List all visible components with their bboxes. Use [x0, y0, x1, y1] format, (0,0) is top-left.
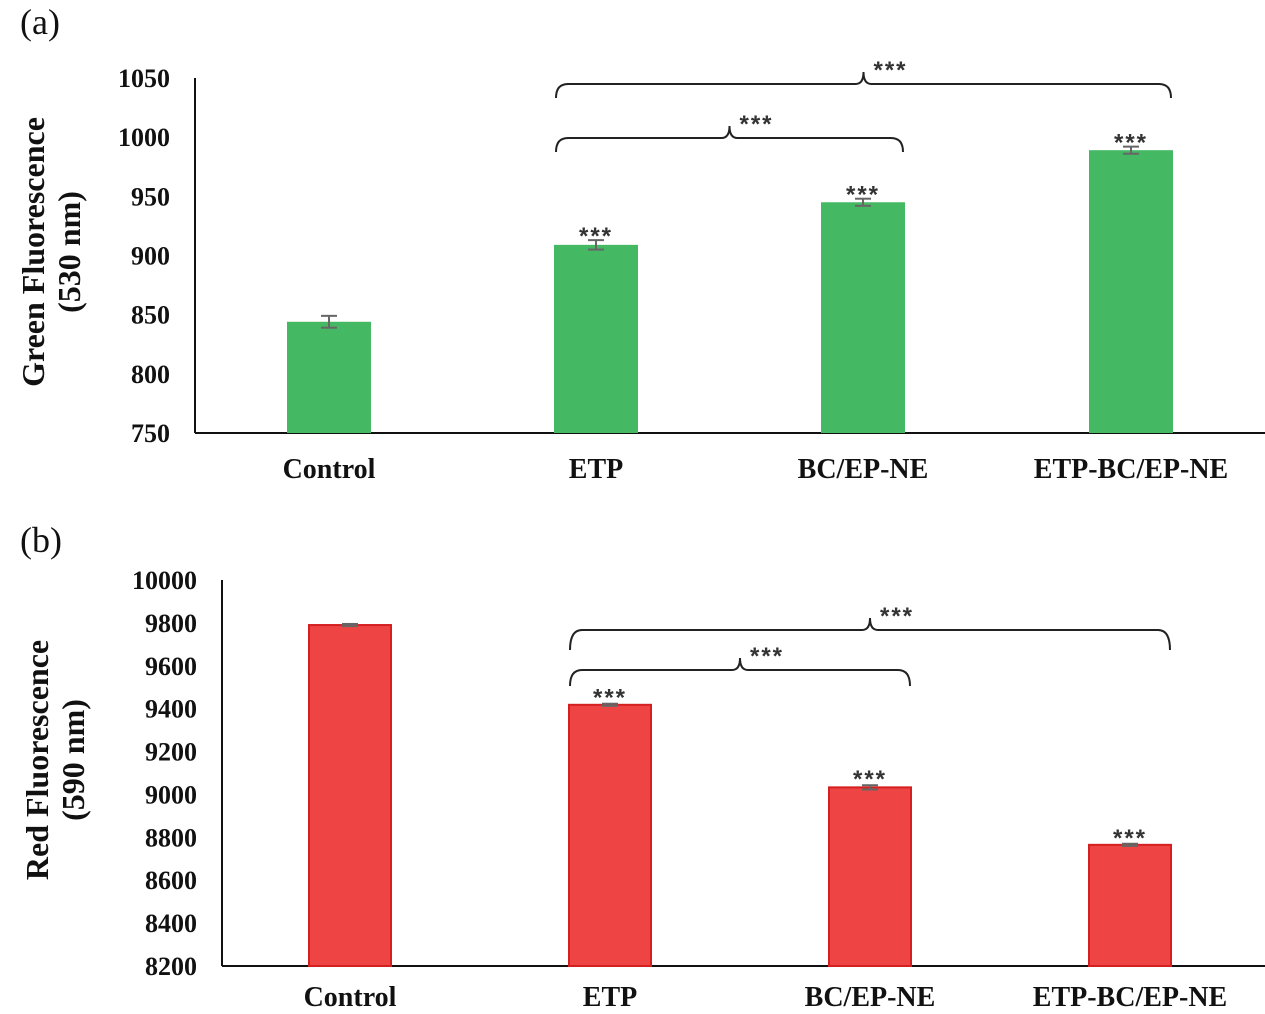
- panel-b-y-tick-label: 8200: [145, 952, 197, 981]
- panel-a-significance-2: ***: [579, 223, 613, 250]
- panel-a-category-label-3: BC/EP-NE: [798, 454, 929, 485]
- panel-a-y-tick-label: 1050: [118, 64, 170, 93]
- panel-b-significance-2: ***: [593, 685, 627, 712]
- panel-b-y-tick-label: 9000: [145, 780, 197, 809]
- panel-a-y-tick-label: 800: [131, 360, 170, 389]
- panel-a-y-tick-label: 750: [131, 419, 170, 448]
- panel-a-green-fluorescence: (a) Green Fluorescence (530 nm) 750 800 85…: [15, 2, 1265, 485]
- panel-b-y-tick-label: 8600: [145, 866, 197, 895]
- panel-a-significance-4: ***: [1114, 130, 1148, 157]
- panel-a-bracket-significance-2: ***: [874, 57, 908, 84]
- panel-b-comparison-bracket-1: [569, 657, 911, 687]
- panel-a-bar-1: [287, 321, 371, 433]
- panel-a-category-label-4: ETP-BC/EP-NE: [1034, 454, 1228, 485]
- panel-b-y-tick-label: 9400: [145, 695, 197, 724]
- panel-a-label: (a): [20, 2, 60, 42]
- panel-b-bracket-significance-2: ***: [880, 603, 914, 630]
- panel-a-bar-4: [1089, 150, 1173, 433]
- panel-b-significance-4: ***: [1113, 825, 1147, 852]
- panel-b-bar-2: [568, 703, 652, 967]
- panel-b-y-tick-label: 9600: [145, 652, 197, 681]
- panel-a-y-axis-title-line2: (530 nm): [51, 191, 87, 313]
- panel-b-label: (b): [20, 520, 62, 560]
- panel-b-y-tick-label: 9200: [145, 738, 197, 767]
- panel-b-category-label-4: ETP-BC/EP-NE: [1033, 982, 1227, 1013]
- panel-b-significance-3: ***: [853, 766, 887, 793]
- panel-b-y-tick-label: 8400: [145, 909, 197, 938]
- panel-b-red-fluorescence: (b) Red Fluorescence (590 nm) 8200 8400 86…: [19, 520, 1265, 1013]
- panel-a-category-label-2: ETP: [569, 454, 623, 485]
- panel-b-bracket-significance-1: ***: [750, 643, 784, 670]
- panel-b-y-axis-title-line2: (590 nm): [55, 699, 91, 821]
- panel-b-y-tick-label: 8800: [145, 823, 197, 852]
- panel-a-category-label-1: Control: [283, 454, 376, 485]
- panel-a-y-axis-title-line1: Green Fluorescence: [15, 117, 51, 387]
- panel-b-category-label-3: BC/EP-NE: [805, 982, 936, 1013]
- panel-a-bracket-significance-1: ***: [740, 111, 774, 138]
- panel-b-y-tick-label: 10000: [132, 566, 197, 595]
- panel-a-comparison-bracket-2: [555, 71, 1172, 99]
- panel-b-bar-3: [828, 786, 912, 968]
- panel-a-bar-3: [821, 202, 905, 433]
- panel-a-y-tick-label: 1000: [118, 123, 170, 152]
- panel-b-category-label-2: ETP: [583, 982, 637, 1013]
- panel-a-y-tick-label: 850: [131, 301, 170, 330]
- panel-a-y-tick-label: 900: [131, 242, 170, 271]
- panel-a-bar-2: [554, 244, 638, 433]
- panel-a-comparison-bracket-1: [555, 125, 904, 153]
- panel-b-bar-1: [308, 624, 392, 967]
- panel-b-bar-4: [1088, 843, 1172, 967]
- panel-b-comparison-bracket-2: [569, 617, 1171, 651]
- panel-a-significance-3: ***: [846, 182, 880, 209]
- panel-b-y-axis-title-line1: Red Fluorescence: [19, 640, 55, 880]
- panel-b-y-tick-label: 9800: [145, 609, 197, 638]
- panel-a-y-tick-label: 950: [131, 182, 170, 211]
- panel-b-category-label-1: Control: [304, 982, 397, 1013]
